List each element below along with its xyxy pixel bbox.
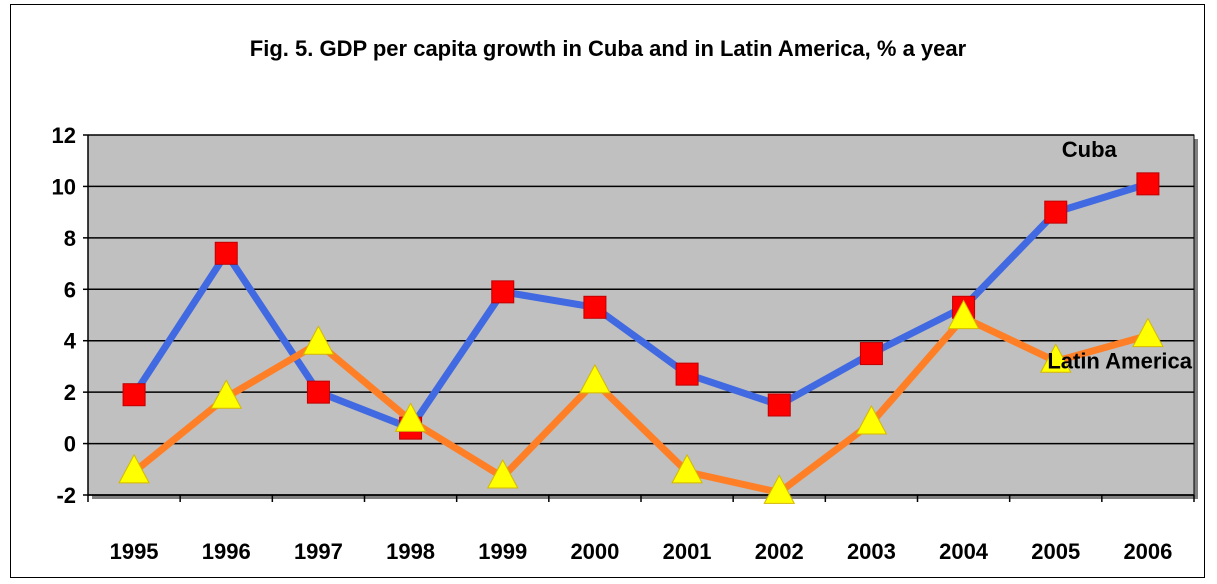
data-point-cuba <box>122 383 146 407</box>
data-point-cuba <box>491 280 515 304</box>
data-point-latin-america <box>394 402 427 432</box>
chart-title: Fig. 5. GDP per capita growth in Cuba an… <box>250 36 967 61</box>
data-point-cuba <box>767 393 791 417</box>
series-line-cuba <box>130 180 1152 432</box>
y-tick-label: 8 <box>64 226 76 251</box>
x-tick-label: 2004 <box>939 539 989 564</box>
data-point-latin-america <box>118 453 150 484</box>
data-point-latin-america <box>763 474 796 504</box>
data-point-latin-america <box>671 453 703 484</box>
data-point-cuba <box>1136 172 1160 196</box>
data-point-cuba <box>306 380 330 404</box>
chart-frame: Fig. 5. GDP per capita growth in Cuba an… <box>10 4 1205 578</box>
x-tick-label: 1995 <box>110 539 159 564</box>
data-point-cuba <box>859 342 883 366</box>
y-tick-label: 12 <box>52 123 76 148</box>
x-tick-label: 1997 <box>294 539 343 564</box>
x-tick-label: 1996 <box>202 539 251 564</box>
x-tick-label: 2005 <box>1031 539 1080 564</box>
data-point-latin-america <box>302 325 335 355</box>
data-point-latin-america <box>210 379 243 409</box>
x-tick-label: 2006 <box>1123 539 1172 564</box>
data-point-latin-america <box>1039 343 1072 373</box>
x-tick-label: 2001 <box>663 539 712 564</box>
data-point-cuba <box>214 241 238 265</box>
x-tick-label: 2003 <box>847 539 896 564</box>
y-tick-label: -2 <box>56 483 76 508</box>
y-tick-label: 0 <box>64 432 76 457</box>
plot-area: 12 10 8 6 4 2 0 -2 1995 1996 1997 1998 1999 2000 2001 2… <box>52 123 1198 564</box>
data-point-latin-america <box>486 458 519 489</box>
series-label-cuba: Cuba <box>1062 137 1118 162</box>
data-point-cuba <box>583 295 607 319</box>
y-tick-label: 10 <box>52 174 76 199</box>
y-tick-label: 6 <box>64 277 76 302</box>
data-point-cuba <box>1044 200 1068 224</box>
x-tick-label: 2002 <box>755 539 804 564</box>
data-point-cuba <box>675 362 699 386</box>
series-line-latin-america <box>130 314 1152 496</box>
x-tick-label: 1999 <box>478 539 527 564</box>
data-point-latin-america <box>1132 317 1164 348</box>
data-point-latin-america <box>855 404 888 435</box>
line-chart: Fig. 5. GDP per capita growth in Cuba an… <box>52 36 1198 564</box>
y-tick-label: 2 <box>64 380 76 405</box>
x-tick-label: 1998 <box>386 539 435 564</box>
plot-background <box>87 134 1195 496</box>
x-tick-label: 2000 <box>570 539 619 564</box>
data-point-latin-america <box>579 363 611 394</box>
data-point-latin-america <box>947 299 980 330</box>
series-label-latin-america: Latin America <box>1047 348 1192 373</box>
y-tick-label: 4 <box>64 329 77 354</box>
